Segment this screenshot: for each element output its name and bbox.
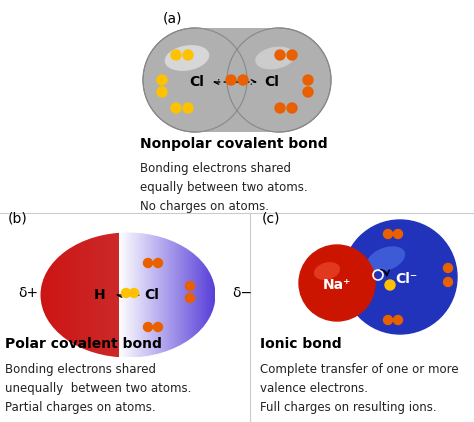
Ellipse shape [314,262,340,280]
Circle shape [275,103,285,113]
Circle shape [154,259,163,268]
Circle shape [183,103,193,113]
Text: δ+: δ+ [18,286,38,300]
Circle shape [157,75,167,85]
Circle shape [121,289,130,298]
Circle shape [154,322,163,332]
Circle shape [144,322,153,332]
Ellipse shape [165,45,209,71]
Text: (a): (a) [163,11,182,25]
Circle shape [227,28,331,132]
Text: Nonpolar covalent bond: Nonpolar covalent bond [140,137,328,151]
Text: Bonding electrons shared
unequally  between two atoms.
Partial charges on atoms.: Bonding electrons shared unequally betwe… [5,363,191,414]
Circle shape [171,50,181,60]
Circle shape [143,28,247,132]
Circle shape [226,75,236,85]
Text: δ−: δ− [232,286,252,300]
Circle shape [171,103,181,113]
Text: H: H [94,288,106,302]
Ellipse shape [367,246,405,272]
Circle shape [444,263,453,273]
Text: Bonding electrons shared
equally between two atoms.
No charges on atoms.: Bonding electrons shared equally between… [140,162,308,213]
Text: Ionic bond: Ionic bond [260,337,342,351]
Text: Cl: Cl [264,75,280,89]
Circle shape [303,87,313,97]
Circle shape [157,87,167,97]
Circle shape [238,75,248,85]
Ellipse shape [255,46,295,69]
Circle shape [383,316,392,325]
Circle shape [444,278,453,287]
Circle shape [299,245,375,321]
Text: Polar covalent bond: Polar covalent bond [5,337,162,351]
Circle shape [303,75,313,85]
Circle shape [144,259,153,268]
Text: (b): (b) [8,211,28,225]
Circle shape [383,230,392,238]
Circle shape [343,220,457,334]
Text: Cl: Cl [145,288,159,302]
Text: Cl: Cl [190,75,204,89]
Text: (c): (c) [262,211,281,225]
Circle shape [393,230,402,238]
Circle shape [385,280,395,290]
Circle shape [287,103,297,113]
Circle shape [185,293,194,303]
Text: Complete transfer of one or more
valence electrons.
Full charges on resulting io: Complete transfer of one or more valence… [260,363,459,414]
Circle shape [185,281,194,290]
Circle shape [183,50,193,60]
Circle shape [275,50,285,60]
Text: Cl⁻: Cl⁻ [395,272,417,286]
Circle shape [393,316,402,325]
Bar [195,28,279,132]
Text: Na⁺: Na⁺ [323,278,351,292]
Circle shape [129,289,138,298]
Circle shape [287,50,297,60]
